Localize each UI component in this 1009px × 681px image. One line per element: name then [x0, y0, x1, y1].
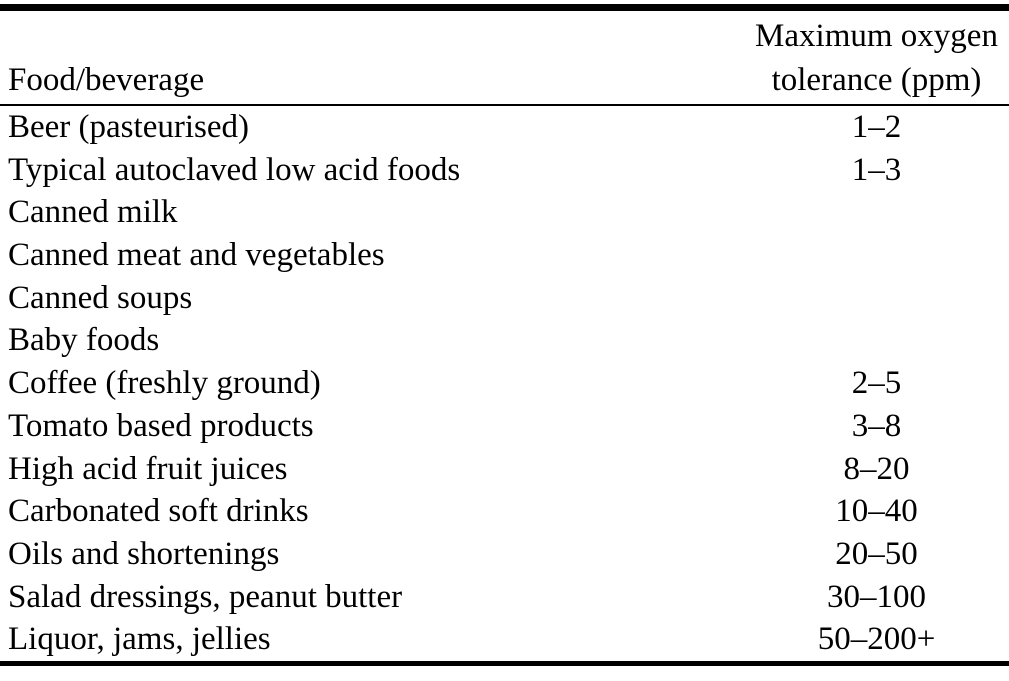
table-bottom-rule: [0, 660, 1009, 666]
table-row: Typical autoclaved low acid foods 1–3: [0, 149, 1009, 192]
food-cell: Canned meat and vegetables: [8, 237, 385, 274]
tolerance-cell: [744, 234, 1009, 277]
table-row: Canned meat and vegetables: [0, 234, 1009, 277]
tolerance-cell: 2–5: [851, 365, 902, 402]
tolerance-cell: 1–2: [851, 109, 902, 145]
table-row: Liquor, jams, jellies 50–200+: [0, 618, 1009, 661]
table-row: Oils and shortenings 20–50: [0, 533, 1009, 576]
table-header-row: Food/beverage Maximum oxygen tolerance (…: [0, 11, 1009, 104]
tolerance-cell: 8–20: [843, 450, 910, 487]
food-cell: Liquor, jams, jellies: [8, 621, 271, 658]
food-cell: Canned milk: [8, 194, 178, 231]
tolerance-cell: 10–40: [835, 493, 918, 530]
food-cell: Oils and shortenings: [8, 535, 280, 572]
food-cell: Beer (pasteurised): [8, 109, 249, 145]
table-row: Canned soups: [0, 277, 1009, 320]
column-header-tolerance-line2: tolerance (ppm): [771, 62, 982, 98]
table-header-rule: [0, 104, 1009, 106]
tolerance-cell: [744, 277, 1009, 320]
table-top-rule: [0, 4, 1009, 11]
food-cell: Salad dressings, peanut butter: [8, 578, 403, 615]
food-cell: Tomato based products: [8, 407, 314, 444]
column-header-tolerance-line1: Maximum oxygen: [755, 18, 998, 54]
food-cell: High acid fruit juices: [8, 450, 288, 487]
table-row: Carbonated soft drinks 10–40: [0, 490, 1009, 533]
food-cell: Canned soups: [8, 279, 193, 316]
tolerance-cell: 1–3: [851, 151, 902, 188]
table-row: Beer (pasteurised) 1–2: [0, 106, 1009, 149]
column-header-tolerance: Maximum oxygen tolerance (ppm): [744, 14, 1009, 102]
oxygen-tolerance-table: Food/beverage Maximum oxygen tolerance (…: [0, 4, 1009, 666]
food-cell: Baby foods: [8, 322, 160, 359]
food-cell: Typical autoclaved low acid foods: [8, 151, 461, 188]
tolerance-cell: 20–50: [835, 535, 918, 572]
table-row: Canned milk: [0, 191, 1009, 234]
table-row: High acid fruit juices 8–20: [0, 448, 1009, 491]
column-header-food: Food/beverage: [8, 62, 205, 98]
table-row: Coffee (freshly ground) 2–5: [0, 362, 1009, 405]
tolerance-cell: 50–200+: [817, 621, 936, 658]
table-row: Baby foods: [0, 319, 1009, 362]
tolerance-cell: [744, 191, 1009, 234]
table-row: Salad dressings, peanut butter 30–100: [0, 576, 1009, 619]
food-cell: Carbonated soft drinks: [8, 493, 309, 530]
tolerance-cell: 30–100: [827, 578, 926, 615]
table-row: Tomato based products 3–8: [0, 405, 1009, 448]
tolerance-cell: 3–8: [851, 407, 902, 444]
tolerance-cell: [744, 319, 1009, 362]
food-cell: Coffee (freshly ground): [8, 365, 321, 402]
